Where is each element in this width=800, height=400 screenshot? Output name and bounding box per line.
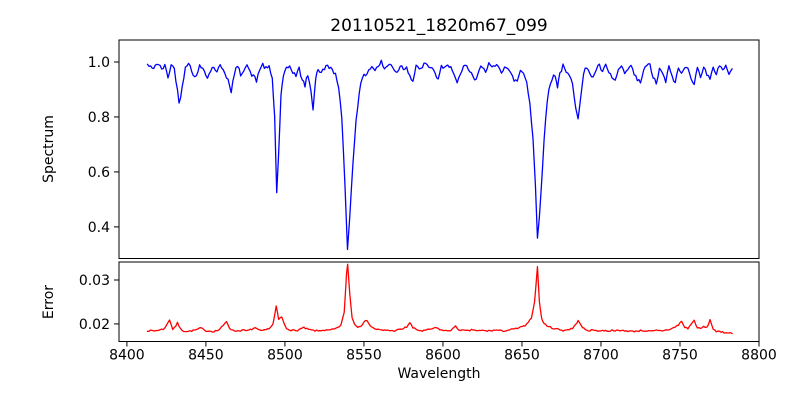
x-tick-label: 8700 bbox=[583, 348, 619, 364]
y-tick-label: 0.02 bbox=[79, 317, 110, 333]
y-tick-label: 0.8 bbox=[88, 110, 110, 126]
y-tick-label: 1.0 bbox=[88, 55, 110, 71]
error-series-line bbox=[146, 263, 733, 335]
x-tick-label: 8550 bbox=[346, 348, 382, 364]
x-tick-label: 8650 bbox=[504, 348, 540, 364]
y-tick-label: 0.4 bbox=[88, 220, 110, 236]
y-tick-label: 0.03 bbox=[79, 273, 110, 289]
error-y-axis-label: Error bbox=[41, 285, 57, 319]
chart-title: 20110521_1820m67_099 bbox=[330, 16, 547, 36]
spectrum-y-axis-label: Spectrum bbox=[41, 115, 57, 183]
x-tick-label: 8450 bbox=[188, 348, 224, 364]
axes-frame bbox=[118, 39, 760, 259]
x-tick-label: 8500 bbox=[267, 348, 303, 364]
x-tick-label: 8400 bbox=[109, 348, 145, 364]
spectrum-series-line bbox=[146, 59, 733, 251]
x-tick-label: 8800 bbox=[741, 348, 777, 364]
x-tick-label: 8600 bbox=[425, 348, 461, 364]
axes-frame bbox=[118, 261, 760, 342]
wavelength-x-axis-label: Wavelength bbox=[397, 366, 480, 382]
axes-layer: 0.4 0.6 0.8 1.0 0.02 0.03 8400 8450 8500 8550 8600… bbox=[79, 39, 777, 364]
y-tick-label: 0.6 bbox=[88, 165, 110, 181]
x-tick-label: 8750 bbox=[662, 348, 698, 364]
